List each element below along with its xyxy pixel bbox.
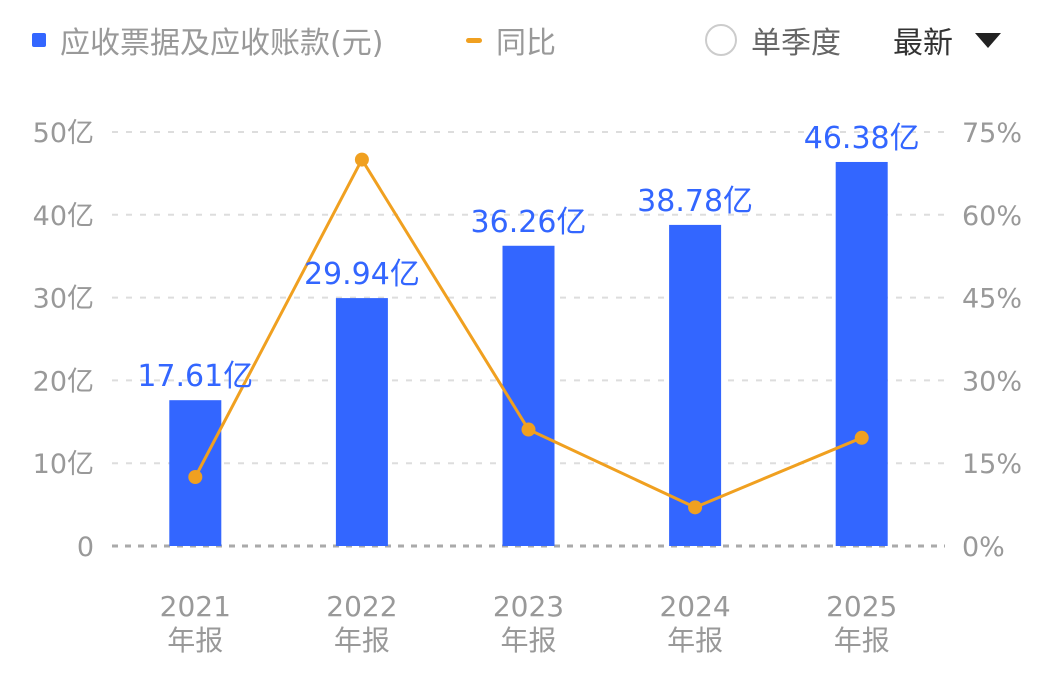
x-axis-period-label: 年报 bbox=[667, 624, 723, 657]
left-axis-tick-label: 10亿 bbox=[33, 449, 94, 480]
bar-value-label: 38.78亿 bbox=[637, 184, 753, 219]
legend-swatch-line bbox=[466, 37, 482, 43]
bar-2023 bbox=[502, 245, 555, 546]
left-axis-tick-label: 30亿 bbox=[33, 284, 94, 315]
x-axis-period-label: 年报 bbox=[500, 624, 556, 657]
legend-label-yoy: 同比 bbox=[496, 26, 556, 61]
right-axis-tick-label: 45% bbox=[962, 284, 1022, 315]
right-axis-tick-label: 0% bbox=[962, 532, 1005, 563]
right-axis-tick-label: 30% bbox=[962, 366, 1022, 397]
x-axis-year-label: 2022 bbox=[326, 590, 397, 623]
bar-value-label: 29.94亿 bbox=[304, 257, 420, 292]
legend-label-receivables: 应收票据及应收账款(元) bbox=[60, 26, 384, 61]
yoy-point-2024 bbox=[688, 500, 703, 515]
bar-value-label: 36.26亿 bbox=[471, 205, 587, 240]
chart-header: 应收票据及应收账款(元) 同比 单季度 最新 bbox=[0, 0, 1046, 80]
bar-2024 bbox=[669, 224, 722, 546]
yoy-point-2021 bbox=[188, 470, 203, 484]
legend-item-yoy[interactable]: 同比 bbox=[466, 18, 556, 62]
x-axis-year-label: 2025 bbox=[826, 590, 897, 623]
axes: 010亿20亿30亿40亿50亿0%15%30%45%60%75%2021年报2… bbox=[33, 118, 1022, 657]
period-dropdown-value: 最新 bbox=[893, 26, 953, 61]
yoy-line-series bbox=[188, 152, 869, 515]
left-axis-tick-label: 0 bbox=[77, 532, 94, 563]
x-axis-year-label: 2021 bbox=[160, 590, 231, 623]
yoy-point-2022 bbox=[354, 152, 369, 167]
legend-item-receivables[interactable]: 应收票据及应收账款(元) bbox=[32, 18, 383, 62]
left-axis-tick-label: 40亿 bbox=[33, 201, 94, 232]
x-axis-year-label: 2023 bbox=[493, 590, 564, 623]
bars bbox=[169, 161, 888, 546]
data-labels: 17.61亿 29.94亿 36.26亿 38.78亿 46.38亿 bbox=[137, 121, 919, 394]
bar-2022 bbox=[335, 298, 388, 546]
yoy-point-2023 bbox=[521, 422, 536, 437]
bar-value-label: 46.38亿 bbox=[804, 121, 920, 156]
left-axis-tick-label: 50亿 bbox=[33, 118, 94, 149]
x-axis-period-label: 年报 bbox=[834, 624, 890, 657]
caret-down-icon[interactable] bbox=[975, 32, 1001, 48]
right-axis-tick-label: 60% bbox=[962, 201, 1022, 232]
right-axis-tick-label: 15% bbox=[962, 449, 1022, 480]
period-dropdown[interactable]: 最新 bbox=[893, 18, 1001, 62]
x-axis-period-label: 年报 bbox=[334, 624, 390, 657]
radio-unchecked-icon[interactable] bbox=[705, 24, 737, 56]
legend-swatch-bar bbox=[32, 33, 46, 47]
right-axis-tick-label: 75% bbox=[962, 118, 1022, 149]
x-axis-period-label: 年报 bbox=[167, 624, 223, 657]
yoy-point-2025 bbox=[854, 430, 869, 445]
bar-2025 bbox=[835, 161, 888, 546]
x-axis-year-label: 2024 bbox=[659, 590, 730, 623]
left-axis-tick-label: 20亿 bbox=[33, 366, 94, 397]
single-quarter-label: 单季度 bbox=[751, 26, 841, 61]
single-quarter-toggle[interactable]: 单季度 bbox=[705, 18, 841, 62]
bar-value-label: 17.61亿 bbox=[137, 359, 253, 394]
